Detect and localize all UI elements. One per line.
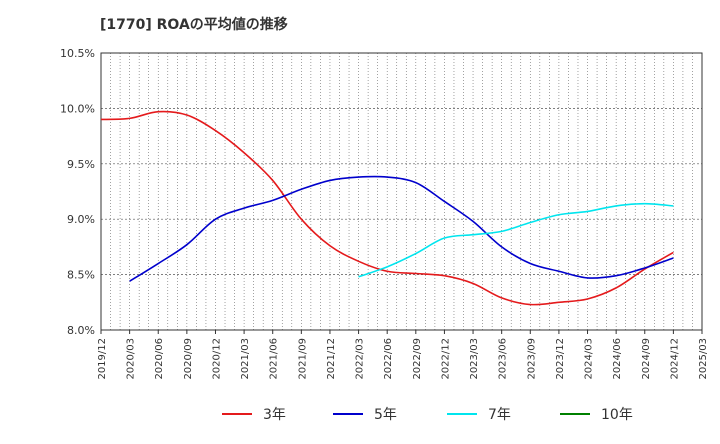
series-line-3年 [100, 110, 674, 306]
x-tick-label: 2023/06 [498, 338, 509, 380]
x-tick-label: 2021/09 [297, 338, 308, 380]
x-tick-label: 2024/12 [669, 338, 680, 380]
x-tick-label: 2020/06 [154, 338, 165, 380]
legend-label: 3年 [263, 407, 286, 423]
plot-frame [100, 52, 703, 331]
legend-label: 10年 [601, 407, 633, 423]
x-tick-label: 2021/12 [326, 338, 337, 380]
x-tick-label: 2025/03 [698, 338, 709, 380]
y-tick-label: 8.0% [67, 324, 95, 337]
x-tick-label: 2024/06 [612, 338, 623, 380]
y-tick-label: 8.5% [67, 269, 95, 282]
x-tick-label: 2022/06 [383, 338, 394, 380]
y-tick-label: 10.5% [60, 47, 95, 60]
legend-label: 7年 [488, 407, 511, 423]
x-tick-label: 2022/09 [412, 338, 423, 380]
x-tick-label: 2024/09 [641, 338, 652, 380]
x-tick-label: 2020/12 [211, 338, 222, 380]
chart-title: [1770] ROAの平均値の推移 [100, 17, 288, 33]
x-tick-label: 2023/12 [555, 338, 566, 380]
series-line-5年 [129, 175, 674, 282]
x-tick-label: 2020/03 [126, 338, 137, 380]
x-tick-label: 2023/03 [469, 338, 480, 380]
y-tick-label: 9.0% [67, 213, 95, 226]
y-tick-label: 10.0% [60, 102, 95, 115]
x-tick-label: 2019/12 [97, 338, 108, 380]
legend-label: 5年 [374, 407, 397, 423]
x-tick-label: 2024/03 [584, 338, 595, 380]
y-tick-label: 9.5% [67, 158, 95, 171]
series-line-7年 [358, 202, 674, 278]
x-tick-label: 2021/06 [269, 338, 280, 380]
x-tick-label: 2022/03 [355, 338, 366, 380]
x-tick-label: 2022/12 [440, 338, 451, 380]
x-tick-label: 2020/09 [183, 338, 194, 380]
x-tick-label: 2023/09 [526, 338, 537, 380]
x-tick-label: 2021/03 [240, 338, 251, 380]
